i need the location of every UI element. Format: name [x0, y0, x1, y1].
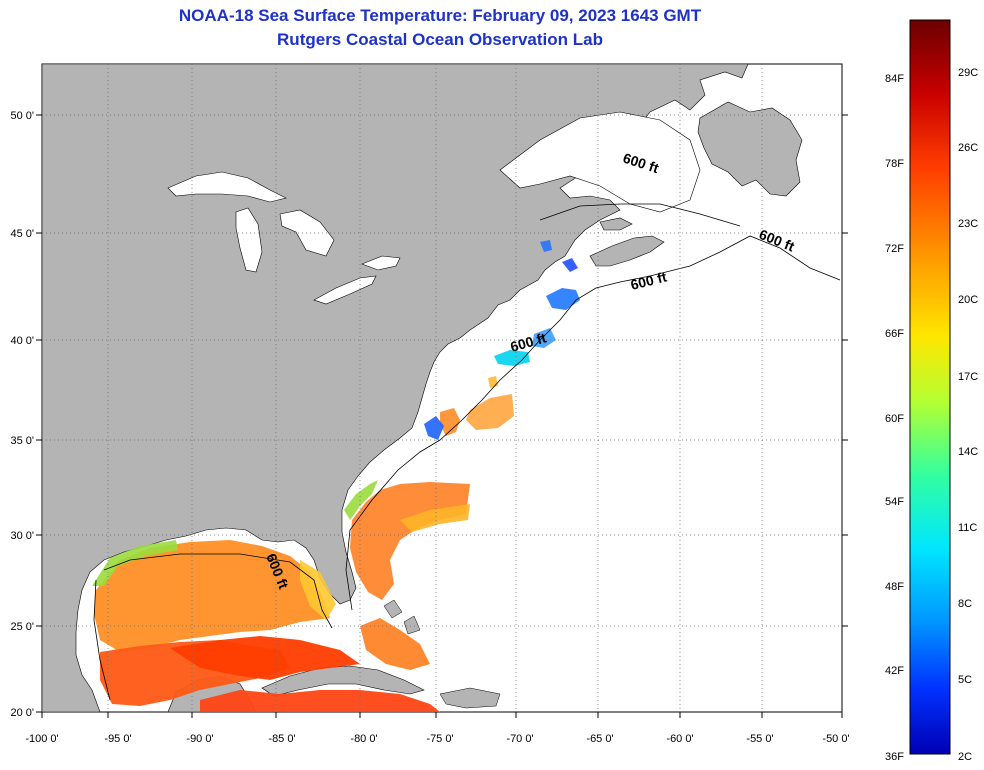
- lon-tick-labels: -100 0' -95 0' -90 0' -85 0' -80 0' -75 …: [25, 733, 849, 745]
- sst-caribbean: [200, 618, 440, 712]
- map-title: NOAA-18 Sea Surface Temperature: Februar…: [178, 6, 702, 25]
- lon-tick: -75 0': [426, 733, 453, 745]
- lon-tick: -100 0': [25, 733, 58, 745]
- c-label: 5C: [958, 674, 972, 686]
- f-label: 42F: [885, 665, 904, 677]
- c-label: 11C: [958, 522, 977, 534]
- graticule: [42, 64, 842, 712]
- lon-tick: -85 0': [268, 733, 295, 745]
- c-label: 26C: [958, 142, 978, 154]
- land-bahamas: [383, 599, 421, 635]
- lat-tick: 25 0': [10, 621, 34, 633]
- lake-erie: [313, 275, 377, 305]
- lake-ontario: [361, 255, 401, 271]
- lake-michigan: [235, 207, 263, 273]
- c-label: 29C: [958, 67, 978, 79]
- sst-atlantic-gulfstream: [344, 394, 514, 600]
- lon-tick: -50 0': [822, 733, 849, 745]
- lake-superior: [167, 171, 287, 203]
- f-label: 36F: [885, 751, 904, 763]
- lon-tick: -95 0': [104, 733, 131, 745]
- lat-tick: 40 0': [10, 335, 34, 347]
- lon-tick: -55 0': [746, 733, 773, 745]
- lat-tick: 30 0': [10, 530, 34, 542]
- colorbar-c-labels: 29C 26C 23C 20C 17C 14C 11C 8C 5C 2C: [958, 67, 978, 763]
- colorbar-f-labels: 84F 78F 72F 66F 60F 54F 48F 42F 36F: [885, 73, 904, 763]
- lat-tick: 35 0': [10, 435, 34, 447]
- land-newfoundland: [697, 101, 803, 197]
- c-label: 20C: [958, 294, 978, 306]
- f-label: 60F: [885, 413, 904, 425]
- f-label: 84F: [885, 73, 904, 85]
- lat-tick: 50 0': [10, 110, 34, 122]
- lat-tick-labels: 20 0' 25 0' 30 0' 35 0' 40 0' 45 0' 50 0…: [10, 110, 34, 719]
- land-pei: [599, 217, 633, 231]
- lon-tick: -90 0': [186, 733, 213, 745]
- map-subtitle: Rutgers Coastal Ocean Observation Lab: [277, 30, 603, 49]
- c-label: 8C: [958, 598, 972, 610]
- c-label: 14C: [958, 446, 978, 458]
- lon-tick: -60 0': [666, 733, 693, 745]
- f-label: 78F: [885, 158, 904, 170]
- temperature-colorbar: [909, 19, 951, 755]
- frame-ticks: [36, 114, 848, 718]
- c-label: 23C: [958, 218, 978, 230]
- land-nova-scotia: [589, 235, 665, 267]
- lat-tick: 45 0': [10, 228, 34, 240]
- depth-contour-600ft: [93, 203, 841, 701]
- f-label: 54F: [885, 496, 904, 508]
- c-label: 17C: [958, 371, 978, 383]
- lat-tick: 20 0': [10, 707, 34, 719]
- f-label: 66F: [885, 328, 904, 340]
- lon-tick: -65 0': [586, 733, 613, 745]
- land-hispaniola: [439, 687, 501, 709]
- f-label: 72F: [885, 243, 904, 255]
- lon-tick: -70 0': [506, 733, 533, 745]
- c-label: 2C: [958, 751, 972, 763]
- sst-gulf-of-mexico: [92, 540, 360, 706]
- sst-northeast-shelf: [488, 240, 580, 388]
- f-label: 48F: [885, 581, 904, 593]
- gulf-st-lawrence: [499, 111, 701, 213]
- lon-tick: -80 0': [350, 733, 377, 745]
